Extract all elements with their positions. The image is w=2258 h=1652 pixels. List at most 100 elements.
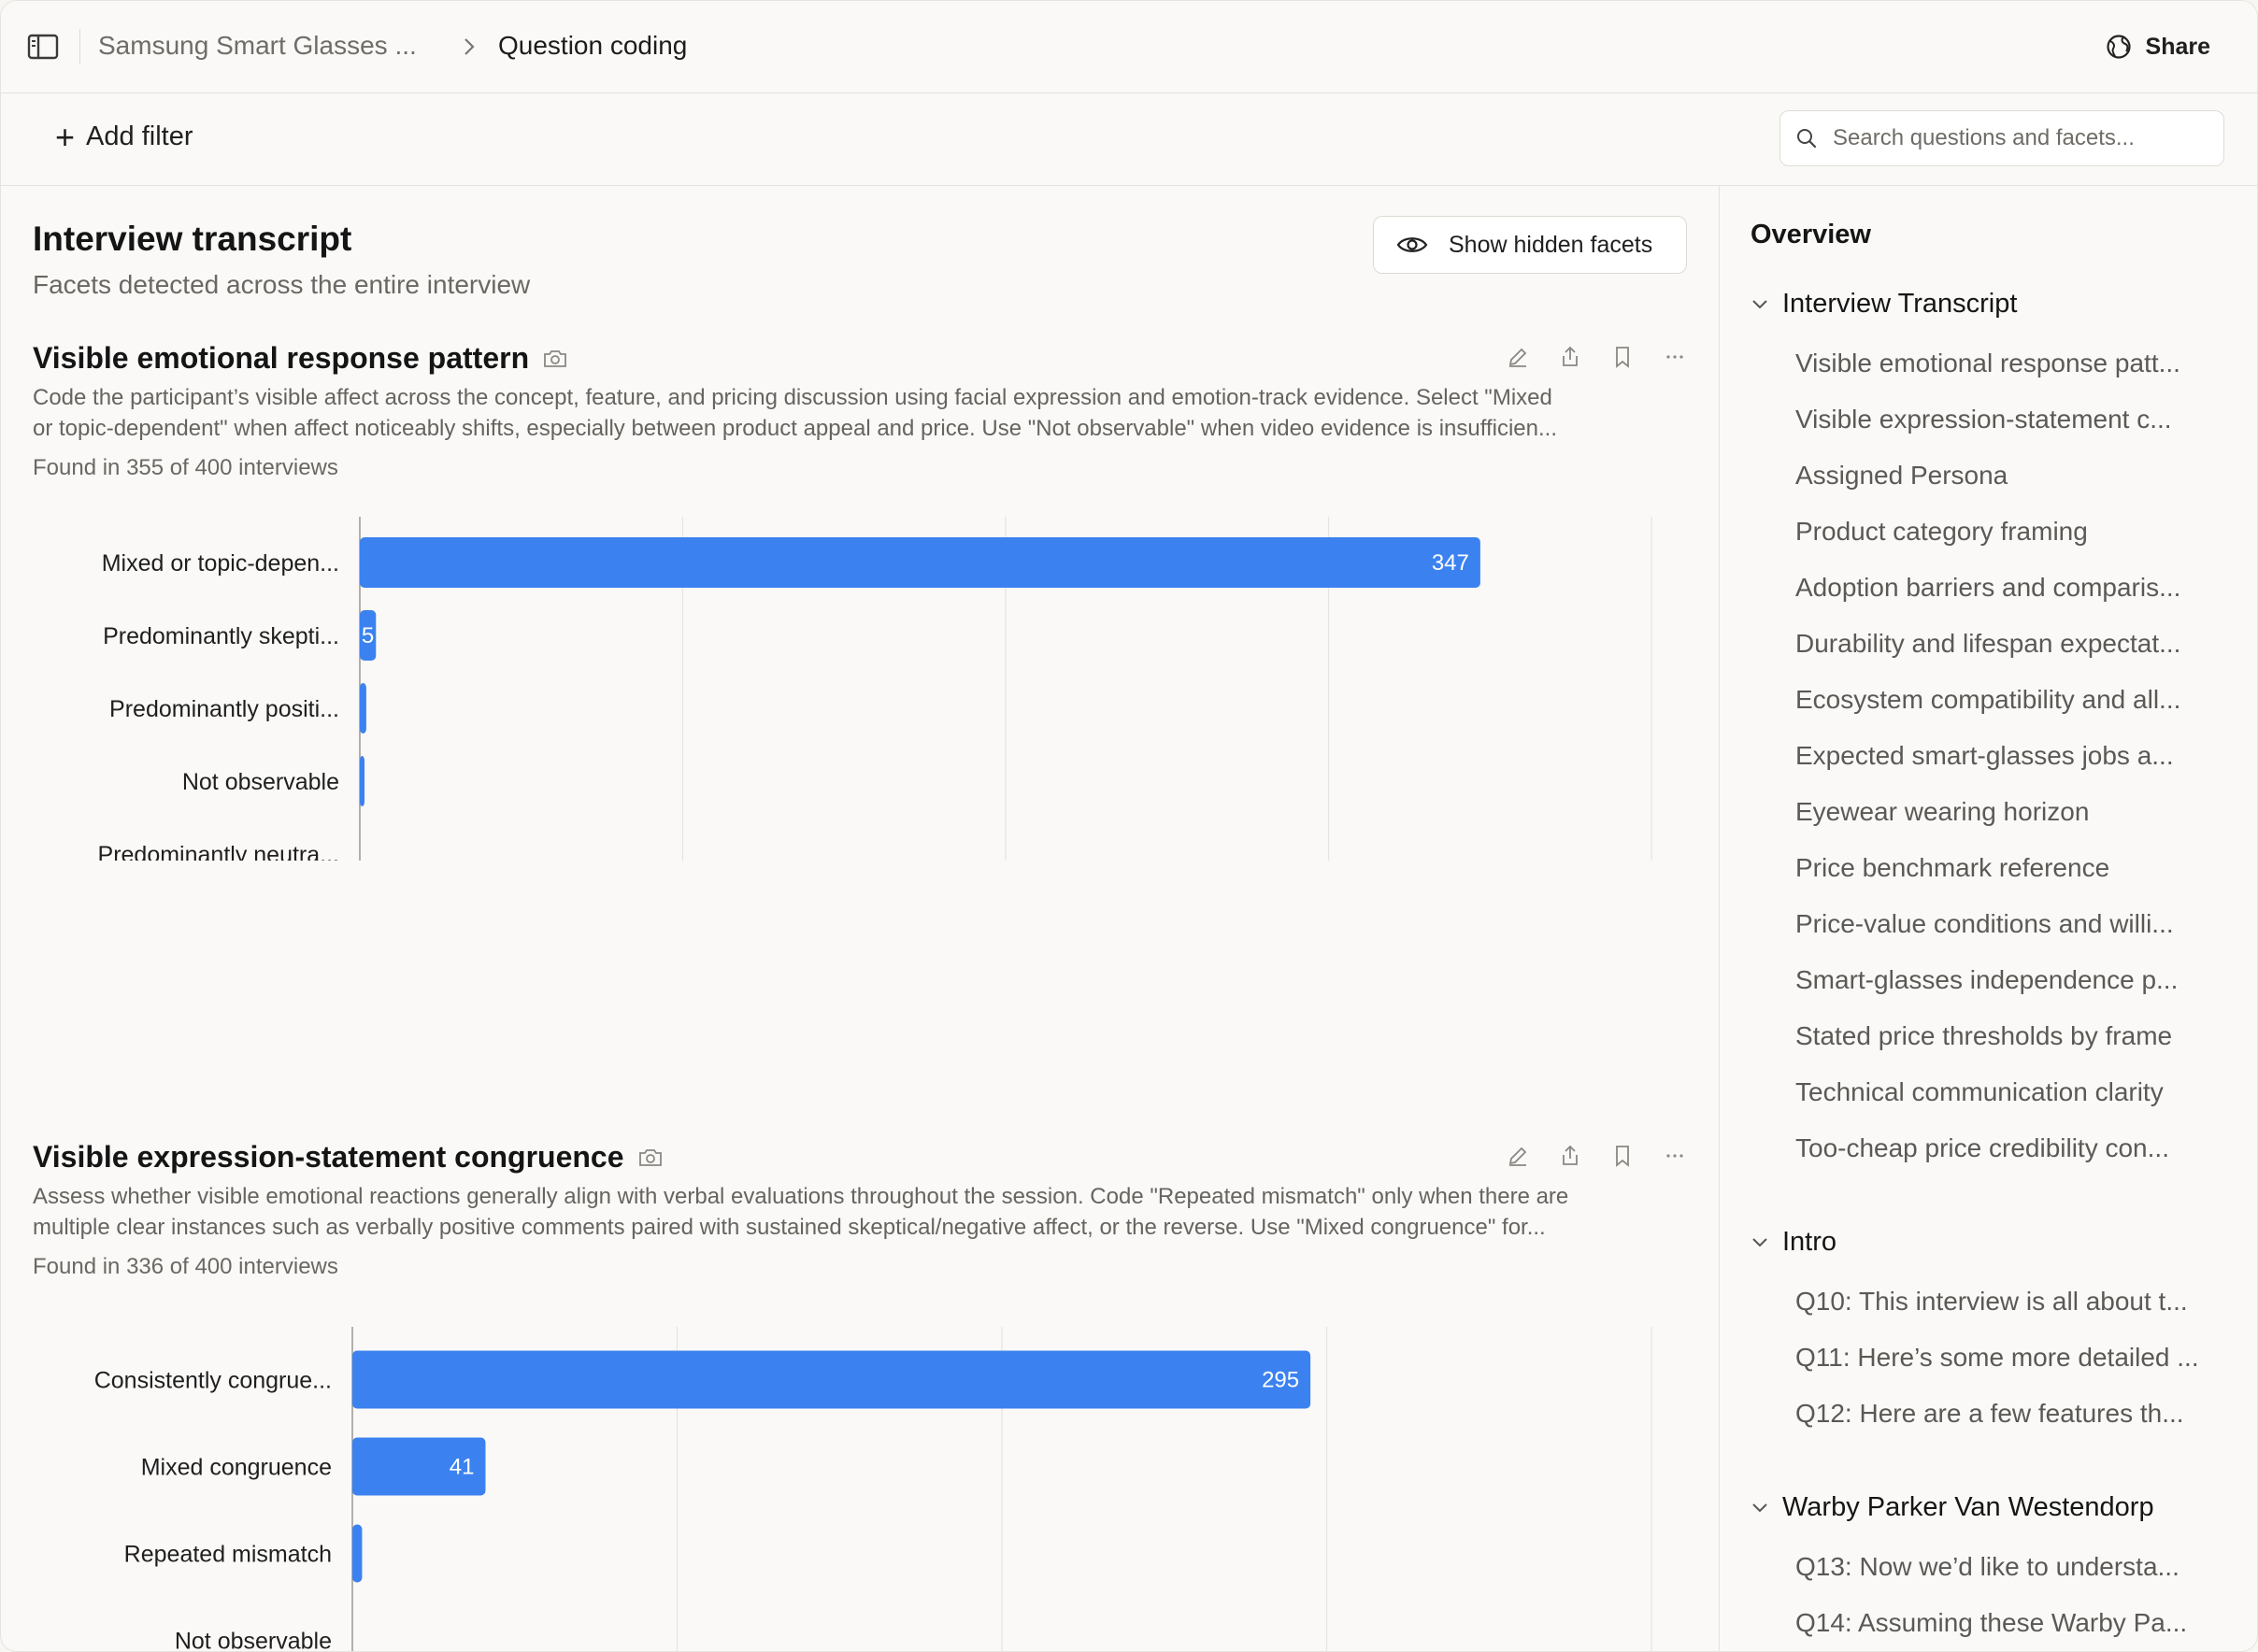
export-icon[interactable] (1558, 345, 1582, 369)
chevron-down-icon (1752, 1237, 1767, 1246)
overview-group-header[interactable]: Interview Transcript (1751, 289, 2017, 320)
overview-item[interactable]: Assigned Persona (1795, 461, 2008, 490)
overview-item[interactable]: Eyewear wearing horizon (1795, 797, 2090, 826)
plus-icon: + (55, 117, 76, 156)
overview-item[interactable]: Q10: This interview is all about t... (1795, 1287, 2188, 1316)
eye-icon (1396, 237, 1428, 252)
facet-title: Visible emotional response pattern (33, 341, 530, 375)
overview-item[interactable]: Product category framing (1795, 517, 2088, 546)
overview-item[interactable]: Ecosystem compatibility and all... (1795, 685, 2181, 714)
facet-title-row: Visible emotional response pattern (33, 341, 568, 376)
overview-item[interactable]: Q14: Assuming these Warby Pa... (1795, 1608, 2188, 1637)
facet-found-count: Found in 355 of 400 interviews (33, 455, 338, 480)
facet-actions (1506, 1144, 1687, 1168)
add-filter-button[interactable]: + Add filter (55, 117, 193, 156)
category-label: Predominantly positi... (109, 696, 339, 722)
overview-item[interactable]: Price-value conditions and willi... (1795, 909, 2174, 938)
facet-description-line: or topic-dependent" when affect noticeab… (33, 416, 1557, 441)
share-label: Share (2145, 33, 2210, 60)
bar-value-label: 41 (450, 1455, 475, 1480)
facet-description: Assess whether visible emotional reactio… (33, 1181, 1687, 1243)
overview-group-header[interactable]: Warby Parker Van Westendorp (1751, 1492, 2154, 1523)
camera-icon[interactable] (637, 1146, 664, 1169)
page-title: Interview transcript (33, 220, 352, 258)
bar[interactable] (360, 610, 377, 661)
panel-divider (1719, 186, 1720, 1651)
facet-found-count: Found in 336 of 400 interviews (33, 1254, 338, 1279)
bar[interactable] (360, 537, 1480, 588)
overview-item[interactable]: Visible expression-statement c... (1795, 405, 2172, 434)
chevron-down-icon (1752, 299, 1767, 308)
breadcrumb-current-page: Question coding (498, 31, 688, 60)
edit-pencil-icon[interactable] (1506, 1144, 1530, 1168)
category-label: Predominantly skepti... (103, 623, 339, 649)
facet-description: Code the participant’s visible affect ac… (33, 382, 1687, 444)
main-content: Interview transcript Facets detected acr… (1, 186, 1719, 1652)
more-options-icon[interactable] (1663, 1144, 1687, 1168)
bar[interactable] (352, 1350, 1311, 1409)
category-label: Predominantly neutra... (98, 842, 339, 861)
filter-bar: + Add filter (1, 93, 2257, 186)
show-hidden-facets-button[interactable]: Show hidden facets (1373, 216, 1687, 274)
category-label: Consistently congrue... (94, 1368, 332, 1394)
overview-item[interactable]: Expected smart-glasses jobs a... (1795, 741, 2174, 770)
edit-pencil-icon[interactable] (1506, 345, 1530, 369)
share-button[interactable]: Share (2105, 31, 2210, 63)
category-label: Mixed or topic-depen... (102, 550, 339, 577)
overview-item[interactable]: Durability and lifespan expectat... (1795, 629, 2181, 658)
search-input[interactable] (1831, 124, 2208, 152)
show-hidden-facets-label: Show hidden facets (1449, 231, 1653, 258)
chevron-right-icon (464, 38, 475, 55)
bar-value-label: 5 (362, 623, 374, 648)
facet-card: Visible emotional response pattern Code … (33, 341, 1687, 1003)
search-box[interactable] (1779, 110, 2224, 166)
bar[interactable] (352, 1524, 363, 1583)
overview-item[interactable]: Price benchmark reference (1795, 853, 2110, 882)
facet-actions (1506, 345, 1687, 369)
bar[interactable] (352, 1437, 486, 1496)
overview-item[interactable]: Smart-glasses independence p... (1795, 965, 2179, 994)
overview-title: Overview (1751, 220, 1871, 249)
page-subtitle: Facets detected across the entire interv… (33, 270, 531, 299)
bookmark-icon[interactable] (1610, 1144, 1635, 1168)
export-icon[interactable] (1558, 1144, 1582, 1168)
category-label: Repeated mismatch (124, 1542, 332, 1568)
bar-value-label: 347 (1432, 550, 1469, 576)
facet-card: Visible expression-statement congruence … (33, 1140, 1687, 1652)
search-icon (1797, 129, 1817, 149)
camera-icon[interactable] (542, 348, 568, 370)
facet-description-line: multiple clear instances such as verball… (33, 1215, 1546, 1240)
bar[interactable] (360, 756, 364, 806)
overview-group-label: Warby Parker Van Westendorp (1782, 1492, 2154, 1522)
bar-chart: Consistently congrue... 295 Mixed congruen… (33, 1317, 1687, 1652)
facet-title-row: Visible expression-statement congruence (33, 1140, 664, 1175)
divider (79, 29, 80, 64)
overview-item[interactable]: Q11: Here’s some more detailed ... (1795, 1343, 2199, 1372)
overview-item[interactable]: Q13: Now we’d like to understa... (1795, 1552, 2179, 1581)
add-filter-label: Add filter (86, 121, 193, 151)
sidebar-toggle-icon[interactable] (27, 33, 59, 61)
bookmark-icon[interactable] (1610, 345, 1635, 369)
overview-item[interactable]: Visible emotional response patt... (1795, 349, 2180, 377)
overview-item[interactable]: Stated price thresholds by frame (1795, 1021, 2173, 1050)
overview-item[interactable]: Q12: Here are a few features th... (1795, 1399, 2184, 1428)
category-label: Not observable (182, 769, 339, 795)
chevron-down-icon (1752, 1502, 1767, 1512)
overview-group-label: Interview Transcript (1782, 289, 2018, 319)
bar-value-label: 295 (1262, 1368, 1299, 1393)
bar[interactable] (360, 683, 366, 733)
overview-item[interactable]: Adoption barriers and comparis... (1795, 573, 2181, 602)
more-options-icon[interactable] (1663, 345, 1687, 369)
breadcrumb-project[interactable]: Samsung Smart Glasses ... (98, 31, 417, 60)
share-globe-icon (2106, 35, 2131, 59)
overview-group-label: Intro (1782, 1227, 1837, 1257)
overview-item[interactable]: Too-cheap price credibility con... (1795, 1133, 2169, 1162)
facet-description-line: Assess whether visible emotional reactio… (33, 1184, 1569, 1209)
overview-group-header[interactable]: Intro (1751, 1227, 1836, 1258)
chart-svg: 0100200300400Mixed or topic-depen...347P… (98, 517, 1670, 1003)
overview-panel: Overview Interview Transcript Visible emo… (1720, 186, 2257, 1651)
category-label: Mixed congruence (141, 1455, 332, 1481)
category-label: Not observable (175, 1629, 332, 1652)
overview-item[interactable]: Technical communication clarity (1795, 1077, 2164, 1106)
